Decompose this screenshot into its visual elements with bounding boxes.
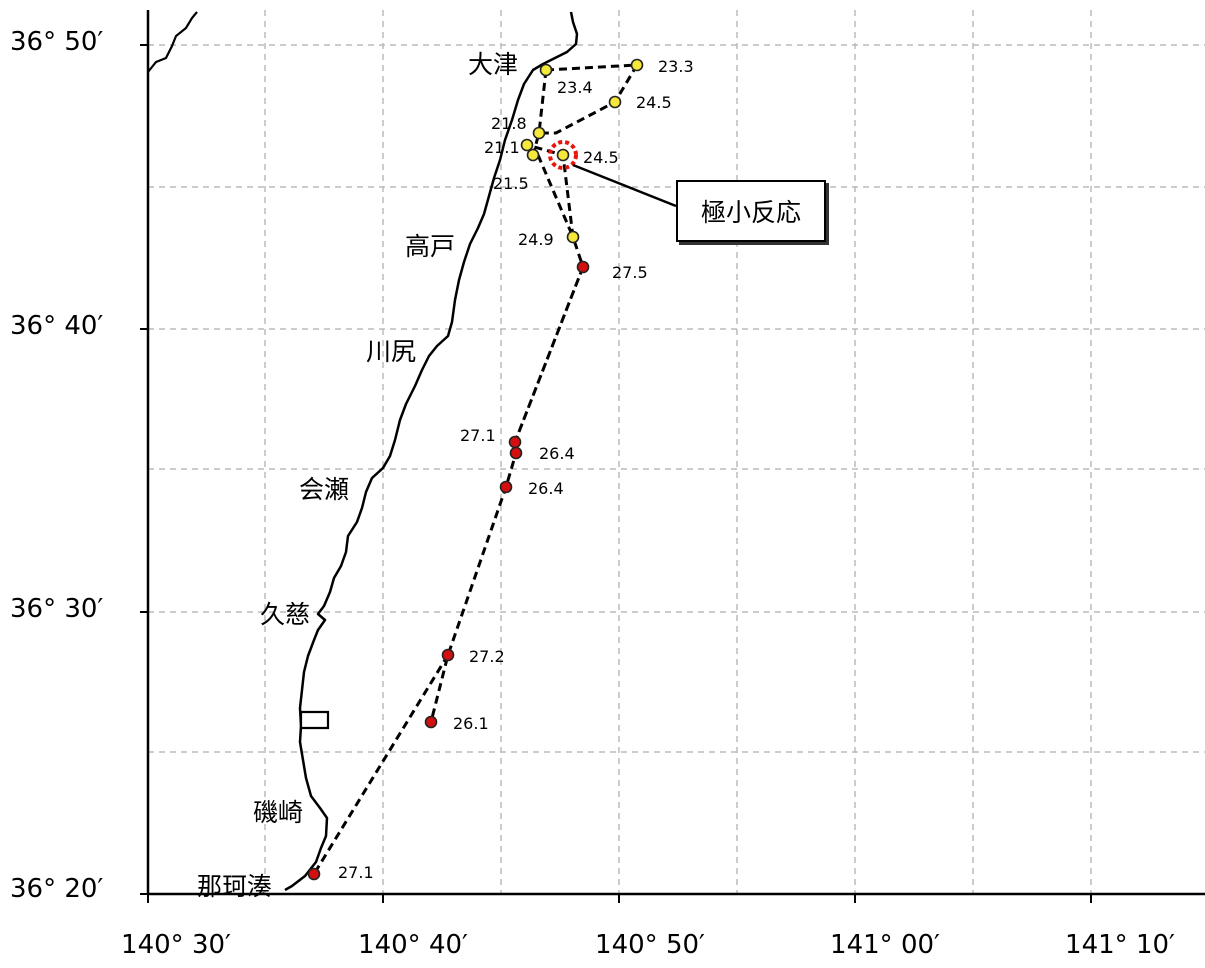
minimum-response-callout: 極小反応 [676,180,826,242]
lon-label: 141° 00′ [830,930,940,960]
station-value-label: 27.2 [469,647,505,666]
callout-leader-line [572,163,677,208]
station-marker-yellow [539,63,553,77]
station-marker-yellow [556,148,570,162]
station-marker-yellow [566,230,580,244]
coastline [284,11,579,892]
station-value-label: 24.9 [518,230,554,249]
station-value-label: 24.5 [636,93,672,112]
station-value-label: 27.1 [460,426,496,445]
station-value-label: 26.4 [539,444,575,463]
place-label-kuji: 久慈 [260,600,311,629]
station-marker-yellow [532,126,546,140]
place-label-otsu: 大津 [468,50,519,79]
station-value-label: 23.4 [557,78,593,97]
lon-label: 141° 10′ [1065,930,1175,960]
station-value-label: 23.3 [658,57,694,76]
station-value-label: 27.5 [612,263,648,282]
place-label-ose: 会瀬 [299,475,350,504]
station-marker-yellow [526,148,540,162]
station-value-label: 26.1 [453,714,489,733]
minimum-response-marker [548,140,578,170]
station-value-label: 21.8 [491,114,527,133]
axes [146,10,1205,896]
place-label-nakaminato: 那珂湊 [197,872,273,901]
station-value-label: 21.5 [493,174,529,193]
axis-ticks [140,44,1092,903]
station-marker-red [441,648,455,662]
lon-label: 140° 40′ [358,930,468,960]
station-value-label: 21.1 [484,138,520,157]
station-marker-yellow [608,95,622,109]
place-label-takado: 高戸 [405,232,456,261]
station-marker-yellow [630,58,644,72]
station-marker-red [499,480,513,494]
harbor-outline [299,710,330,730]
inland-coast [147,11,198,73]
lat-label: 36° 50′ [10,27,104,57]
callout-label: 極小反応 [700,198,801,227]
lon-label: 140° 30′ [121,930,231,960]
station-value-label: 27.1 [338,863,374,882]
place-label-isozaki: 磯崎 [253,798,304,827]
station-value-label: 26.4 [528,479,564,498]
station-marker-red [424,715,438,729]
station-marker-yellow [520,138,534,152]
grid-lines [148,10,1205,893]
lat-label: 36° 30′ [10,594,104,624]
stations-layer [307,58,644,881]
lon-label: 140° 50′ [595,930,705,960]
station-marker-red [508,435,522,449]
station-marker-red [509,446,523,460]
station-marker-red [576,260,590,274]
station-marker-red [307,867,321,881]
place-label-kawajiri: 川尻 [366,337,417,366]
lat-label: 36° 20′ [10,874,104,904]
station-value-label: 24.5 [583,148,619,167]
lat-label: 36° 40′ [10,311,104,341]
